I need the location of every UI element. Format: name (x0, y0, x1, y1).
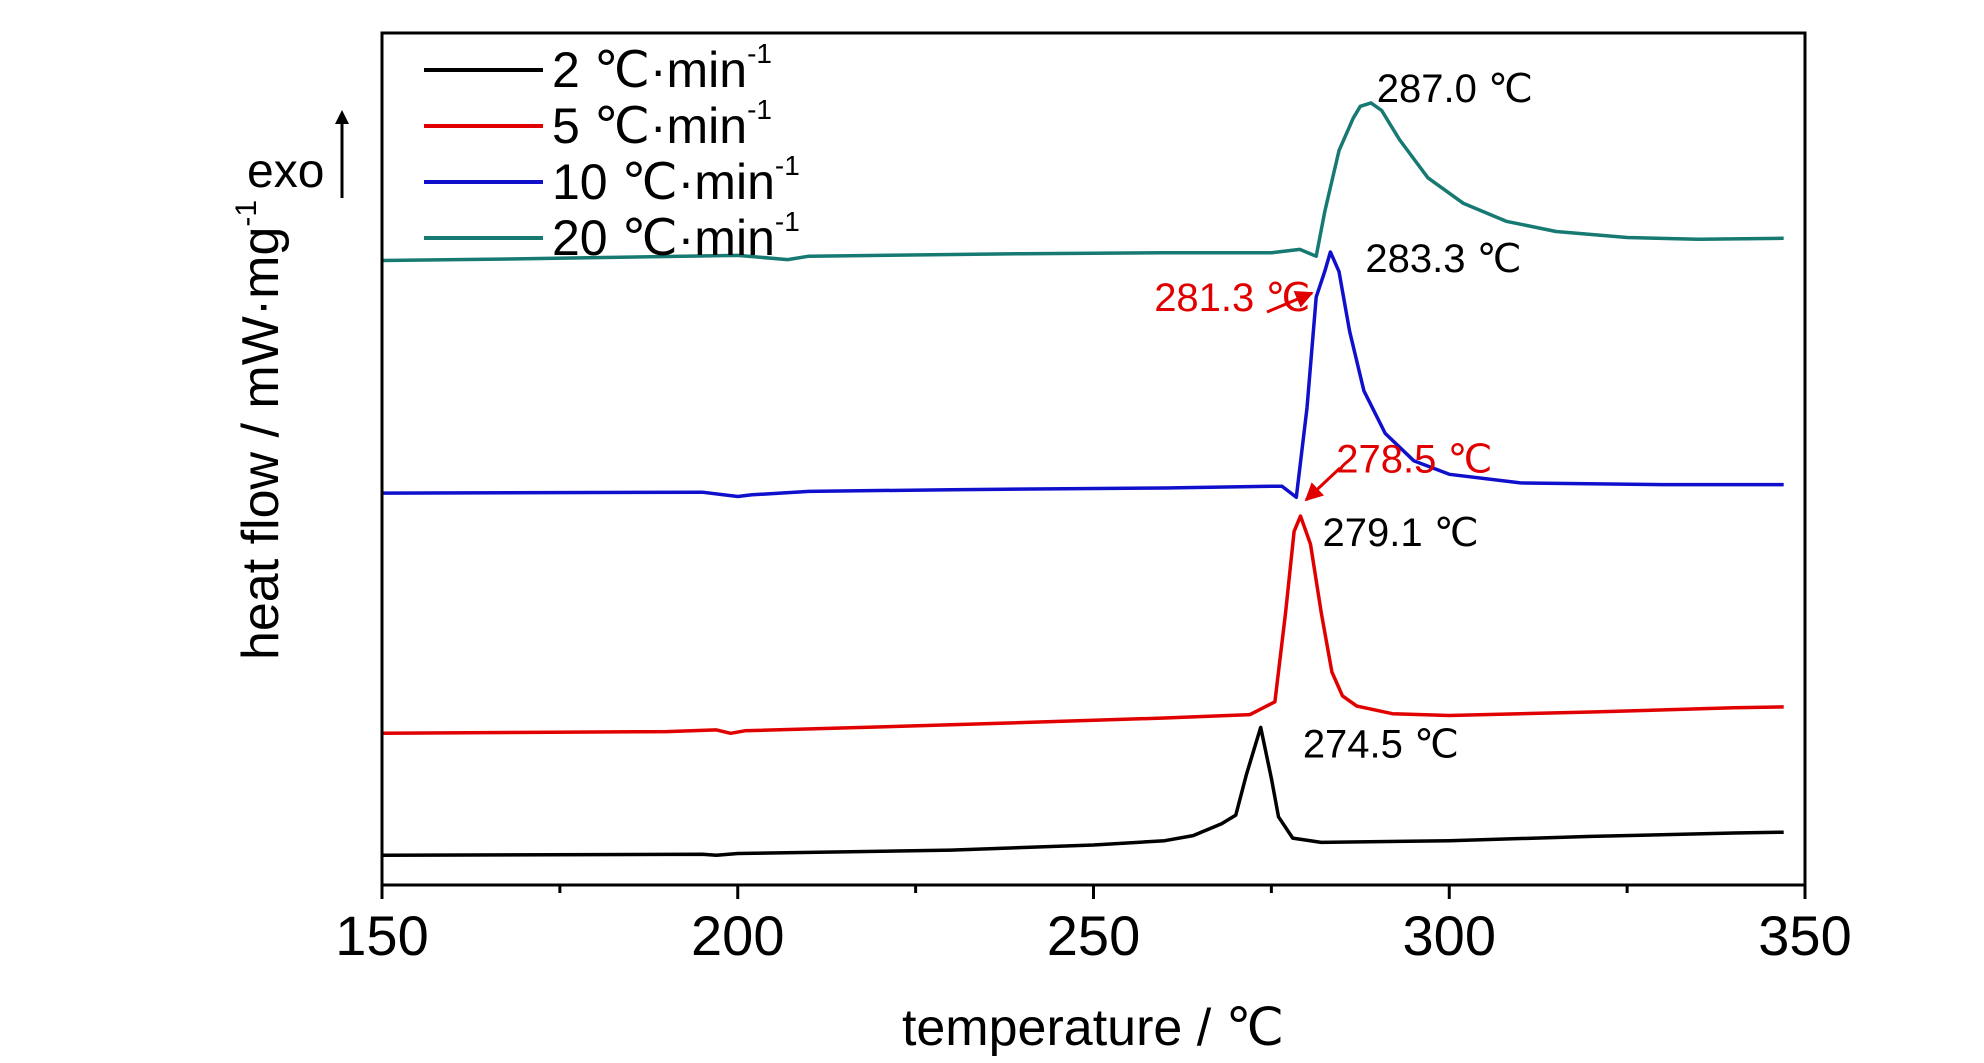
legend-label-text: 10 ℃·min (552, 154, 775, 210)
x-ticks: 150 200 250 300 350 (335, 885, 1852, 967)
legend-label-2: 10 ℃·min-1 (552, 150, 800, 210)
series-line-2 (381, 250, 1784, 500)
annotation-1: 279.1 ℃ (1323, 511, 1479, 555)
y-axis-title-sup: -1 (230, 200, 263, 227)
legend-label-text: 20 ℃·min (552, 210, 775, 266)
annotation-5: 281.3 ℃ (1154, 276, 1310, 320)
y-axis-title-main: heat flow / mW·mg (232, 227, 290, 660)
legend-label-text: 5 ℃·min (552, 98, 747, 154)
legend-label-3: 20 ℃·min-1 (552, 206, 800, 266)
legend-label-sup: -1 (747, 38, 772, 69)
series-line-1 (381, 514, 1784, 736)
legend-label-sup: -1 (775, 150, 800, 181)
annotation-4: 278.5 ℃ (1336, 437, 1492, 481)
x-axis-title: temperature / ℃ (902, 999, 1284, 1057)
x-tick-label: 150 (335, 904, 428, 967)
legend-label-0: 2 ℃·min-1 (552, 38, 772, 98)
exo-label: exo (247, 145, 324, 198)
y-axis-title-group: heat flow / mW·mg-1 (230, 200, 290, 660)
annotations: 274.5 ℃ 279.1 ℃ 283.3 ℃ 287.0 ℃ 278.5 ℃ 281.3… (1154, 67, 1533, 767)
legend-label-sup: -1 (775, 206, 800, 237)
annotation-0: 274.5 ℃ (1303, 722, 1459, 766)
legend-label-sup: -1 (747, 94, 772, 125)
x-tick-label: 300 (1403, 904, 1496, 967)
legend-label-1: 5 ℃·min-1 (552, 94, 772, 154)
x-tick-label: 200 (691, 904, 784, 967)
y-axis-title: heat flow / mW·mg-1 (230, 200, 290, 660)
series-line-3 (381, 101, 1784, 263)
exo-arrow-head (335, 110, 349, 124)
annotation-3: 287.0 ℃ (1377, 67, 1533, 111)
annotation-2: 283.3 ℃ (1365, 237, 1521, 281)
series-line-0 (381, 725, 1784, 857)
legend-label-text: 2 ℃·min (552, 42, 747, 98)
x-tick-label: 250 (1047, 904, 1140, 967)
arrow-281-3 (1266, 291, 1314, 314)
arrow-278-5 (1304, 466, 1342, 502)
series-layer (381, 101, 1784, 857)
x-tick-label: 350 (1758, 904, 1851, 967)
legend: 2 ℃·min-15 ℃·min-110 ℃·min-120 ℃·min-1 (424, 38, 800, 266)
